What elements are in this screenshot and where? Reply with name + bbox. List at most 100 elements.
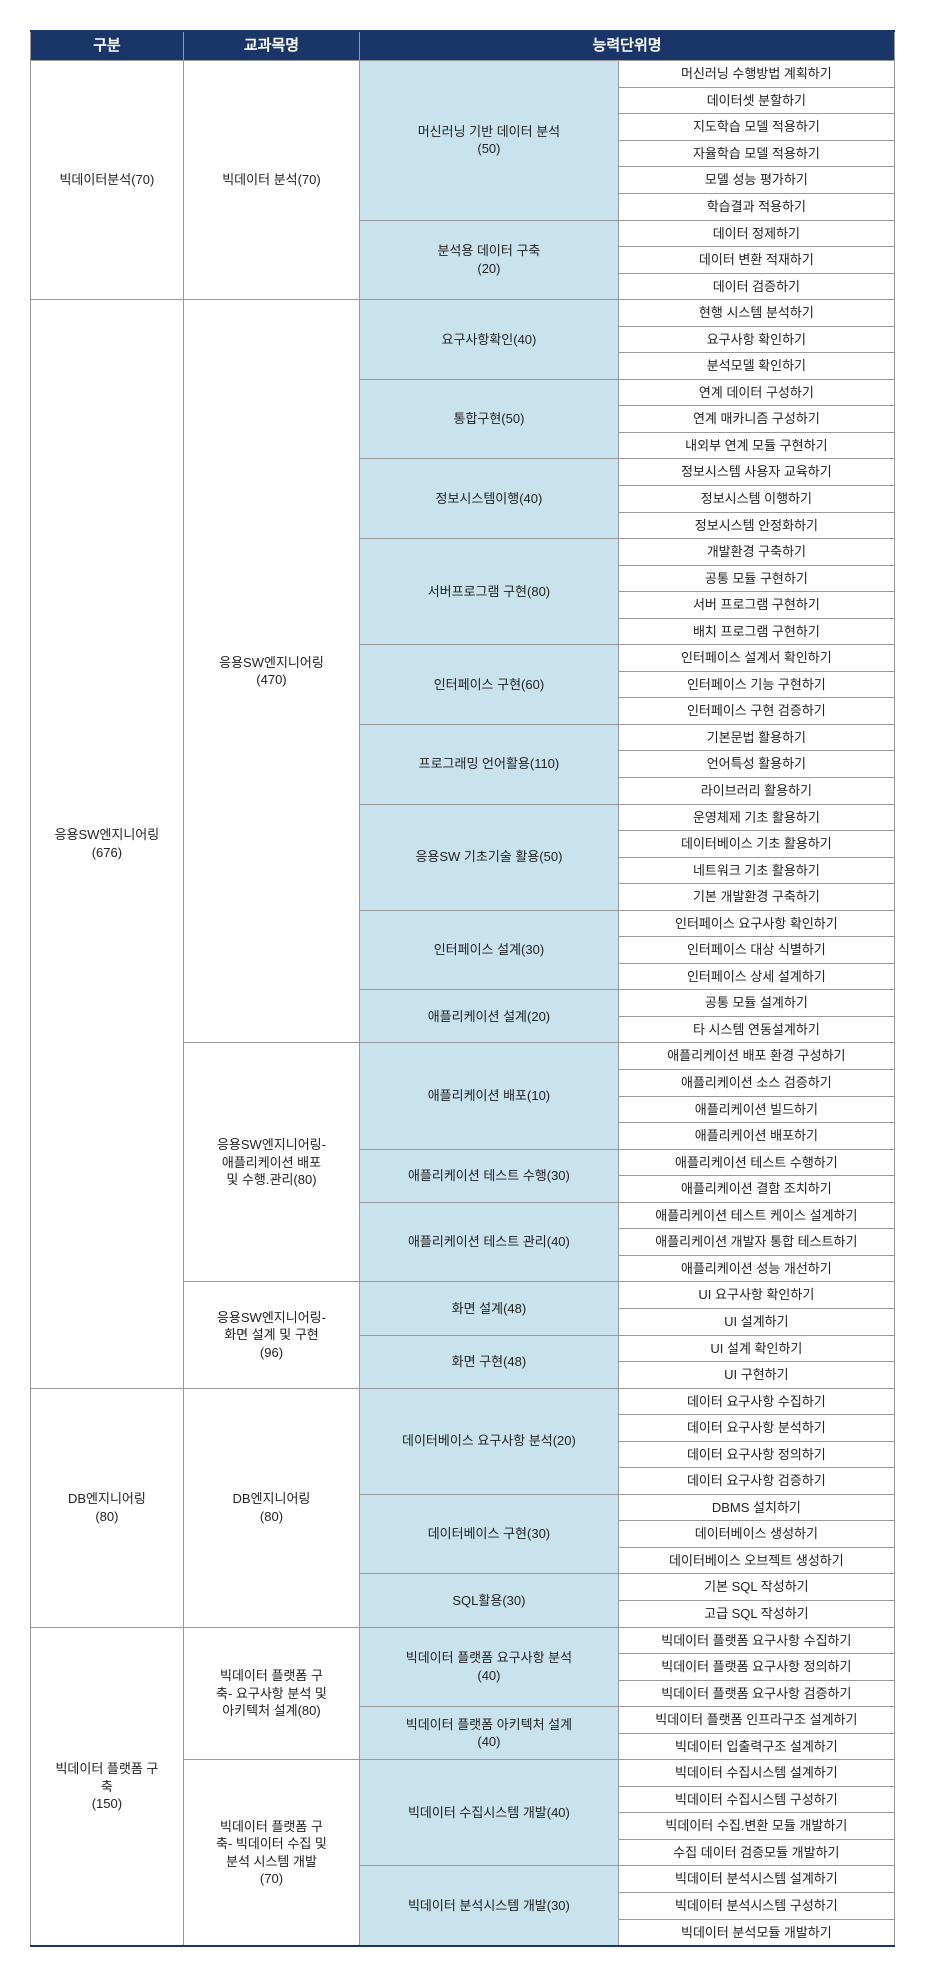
- item-cell: 라이브러리 활용하기: [618, 778, 894, 805]
- subject-cell: 빅데이터 분석(70): [183, 61, 359, 300]
- item-cell: 인터페이스 구현 검증하기: [618, 698, 894, 725]
- unit-cell: 요구사항확인(40): [360, 300, 619, 380]
- item-cell: 고급 SQL 작성하기: [618, 1600, 894, 1627]
- item-cell: 데이터 정제하기: [618, 220, 894, 247]
- item-cell: 지도학습 모델 적용하기: [618, 114, 894, 141]
- item-cell: 언어특성 활용하기: [618, 751, 894, 778]
- item-cell: 기본 SQL 작성하기: [618, 1574, 894, 1601]
- category-cell: 빅데이터분석(70): [31, 61, 184, 300]
- item-cell: 빅데이터 분석모듈 개발하기: [618, 1919, 894, 1946]
- item-cell: 정보시스템 사용자 교육하기: [618, 459, 894, 486]
- unit-cell: 애플리케이션 테스트 수행(30): [360, 1149, 619, 1202]
- unit-cell: 화면 설계(48): [360, 1282, 619, 1335]
- item-cell: 개발환경 구축하기: [618, 539, 894, 566]
- item-cell: 인터페이스 요구사항 확인하기: [618, 910, 894, 937]
- unit-cell: 빅데이터 플랫폼 아키텍처 설계(40): [360, 1707, 619, 1760]
- header-subject: 교과목명: [183, 31, 359, 61]
- subject-cell: 빅데이터 플랫폼 구축- 요구사항 분석 및아키텍처 설계(80): [183, 1627, 359, 1760]
- item-cell: 정보시스템 이행하기: [618, 486, 894, 513]
- item-cell: 빅데이터 플랫폼 요구사항 검증하기: [618, 1680, 894, 1707]
- item-cell: 내외부 연계 모듈 구현하기: [618, 432, 894, 459]
- item-cell: 빅데이터 플랫폼 요구사항 수집하기: [618, 1627, 894, 1654]
- item-cell: 애플리케이션 소스 검증하기: [618, 1070, 894, 1097]
- curriculum-table: 구분교과목명능력단위명빅데이터분석(70)빅데이터 분석(70)머신러닝 기반 …: [30, 30, 895, 1947]
- item-cell: 인터페이스 기능 구현하기: [618, 671, 894, 698]
- item-cell: UI 설계 확인하기: [618, 1335, 894, 1362]
- item-cell: 기본 개발환경 구축하기: [618, 884, 894, 911]
- item-cell: 수집 데이터 검증모듈 개발하기: [618, 1839, 894, 1866]
- item-cell: 기본문법 활용하기: [618, 724, 894, 751]
- subject-cell: 응용SW엔지니어링(470): [183, 300, 359, 1043]
- item-cell: 공통 모듈 구현하기: [618, 565, 894, 592]
- item-cell: 타 시스템 연동설계하기: [618, 1016, 894, 1043]
- item-cell: 데이터 변환 적재하기: [618, 247, 894, 274]
- item-cell: 데이터 요구사항 수집하기: [618, 1388, 894, 1415]
- item-cell: 연계 매카니즘 구성하기: [618, 406, 894, 433]
- item-cell: 애플리케이션 배포하기: [618, 1123, 894, 1150]
- unit-cell: 빅데이터 분석시스템 개발(30): [360, 1866, 619, 1946]
- unit-cell: 빅데이터 수집시스템 개발(40): [360, 1760, 619, 1866]
- item-cell: 빅데이터 입출력구조 설계하기: [618, 1733, 894, 1760]
- unit-cell: SQL활용(30): [360, 1574, 619, 1627]
- item-cell: 빅데이터 플랫폼 인프라구조 설계하기: [618, 1707, 894, 1734]
- item-cell: 정보시스템 안정화하기: [618, 512, 894, 539]
- item-cell: 빅데이터 수집시스템 구성하기: [618, 1786, 894, 1813]
- subject-cell: 빅데이터 플랫폼 구축- 빅데이터 수집 및분석 시스템 개발(70): [183, 1760, 359, 1946]
- unit-cell: 응용SW 기초기술 활용(50): [360, 804, 619, 910]
- item-cell: 인터페이스 대상 식별하기: [618, 937, 894, 964]
- item-cell: 애플리케이션 결함 조치하기: [618, 1176, 894, 1203]
- item-cell: 현행 시스템 분석하기: [618, 300, 894, 327]
- subject-cell: 응용SW엔지니어링-화면 설계 및 구현(96): [183, 1282, 359, 1388]
- item-cell: 연계 데이터 구성하기: [618, 379, 894, 406]
- item-cell: 자율학습 모델 적용하기: [618, 140, 894, 167]
- unit-cell: 정보시스템이행(40): [360, 459, 619, 539]
- item-cell: UI 구현하기: [618, 1362, 894, 1389]
- item-cell: 애플리케이션 빌드하기: [618, 1096, 894, 1123]
- item-cell: 애플리케이션 테스트 수행하기: [618, 1149, 894, 1176]
- item-cell: 빅데이터 수집.변환 모듈 개발하기: [618, 1813, 894, 1840]
- item-cell: 데이터베이스 생성하기: [618, 1521, 894, 1548]
- unit-cell: 통합구현(50): [360, 379, 619, 459]
- item-cell: 빅데이터 분석시스템 설계하기: [618, 1866, 894, 1893]
- item-cell: 애플리케이션 성능 개선하기: [618, 1255, 894, 1282]
- item-cell: 요구사항 확인하기: [618, 326, 894, 353]
- unit-cell: 애플리케이션 설계(20): [360, 990, 619, 1043]
- item-cell: 데이터 요구사항 검증하기: [618, 1468, 894, 1495]
- item-cell: 애플리케이션 테스트 케이스 설계하기: [618, 1202, 894, 1229]
- item-cell: 배치 프로그램 구현하기: [618, 618, 894, 645]
- item-cell: 네트워크 기초 활용하기: [618, 857, 894, 884]
- item-cell: DBMS 설치하기: [618, 1494, 894, 1521]
- item-cell: 분석모델 확인하기: [618, 353, 894, 380]
- unit-cell: 인터페이스 설계(30): [360, 910, 619, 990]
- item-cell: 머신러닝 수행방법 계획하기: [618, 61, 894, 88]
- category-cell: 응용SW엔지니어링(676): [31, 300, 184, 1388]
- category-cell: DB엔지니어링(80): [31, 1388, 184, 1627]
- item-cell: 애플리케이션 개발자 통합 테스트하기: [618, 1229, 894, 1256]
- unit-cell: 인터페이스 구현(60): [360, 645, 619, 725]
- unit-cell: 데이터베이스 요구사항 분석(20): [360, 1388, 619, 1494]
- unit-cell: 빅데이터 플랫폼 요구사항 분석(40): [360, 1627, 619, 1707]
- item-cell: 운영체제 기초 활용하기: [618, 804, 894, 831]
- item-cell: 인터페이스 설계서 확인하기: [618, 645, 894, 672]
- header-unit: 능력단위명: [360, 31, 895, 61]
- item-cell: 빅데이터 수집시스템 설계하기: [618, 1760, 894, 1787]
- item-cell: 데이터셋 분할하기: [618, 87, 894, 114]
- category-cell: 빅데이터 플랫폼 구축(150): [31, 1627, 184, 1946]
- unit-cell: 서버프로그램 구현(80): [360, 539, 619, 645]
- unit-cell: 데이터베이스 구현(30): [360, 1494, 619, 1574]
- item-cell: UI 요구사항 확인하기: [618, 1282, 894, 1309]
- item-cell: 데이터베이스 기초 활용하기: [618, 831, 894, 858]
- item-cell: 데이터 요구사항 정의하기: [618, 1441, 894, 1468]
- header-category: 구분: [31, 31, 184, 61]
- item-cell: 빅데이터 플랫폼 요구사항 정의하기: [618, 1654, 894, 1681]
- subject-cell: DB엔지니어링(80): [183, 1388, 359, 1627]
- item-cell: UI 설계하기: [618, 1308, 894, 1335]
- item-cell: 애플리케이션 배포 환경 구성하기: [618, 1043, 894, 1070]
- item-cell: 학습결과 적용하기: [618, 193, 894, 220]
- item-cell: 모델 성능 평가하기: [618, 167, 894, 194]
- subject-cell: 응용SW엔지니어링-애플리케이션 배포및 수행.관리(80): [183, 1043, 359, 1282]
- item-cell: 데이터베이스 오브젝트 생성하기: [618, 1547, 894, 1574]
- unit-cell: 머신러닝 기반 데이터 분석(50): [360, 61, 619, 220]
- item-cell: 데이터 검증하기: [618, 273, 894, 300]
- unit-cell: 프로그래밍 언어활용(110): [360, 724, 619, 804]
